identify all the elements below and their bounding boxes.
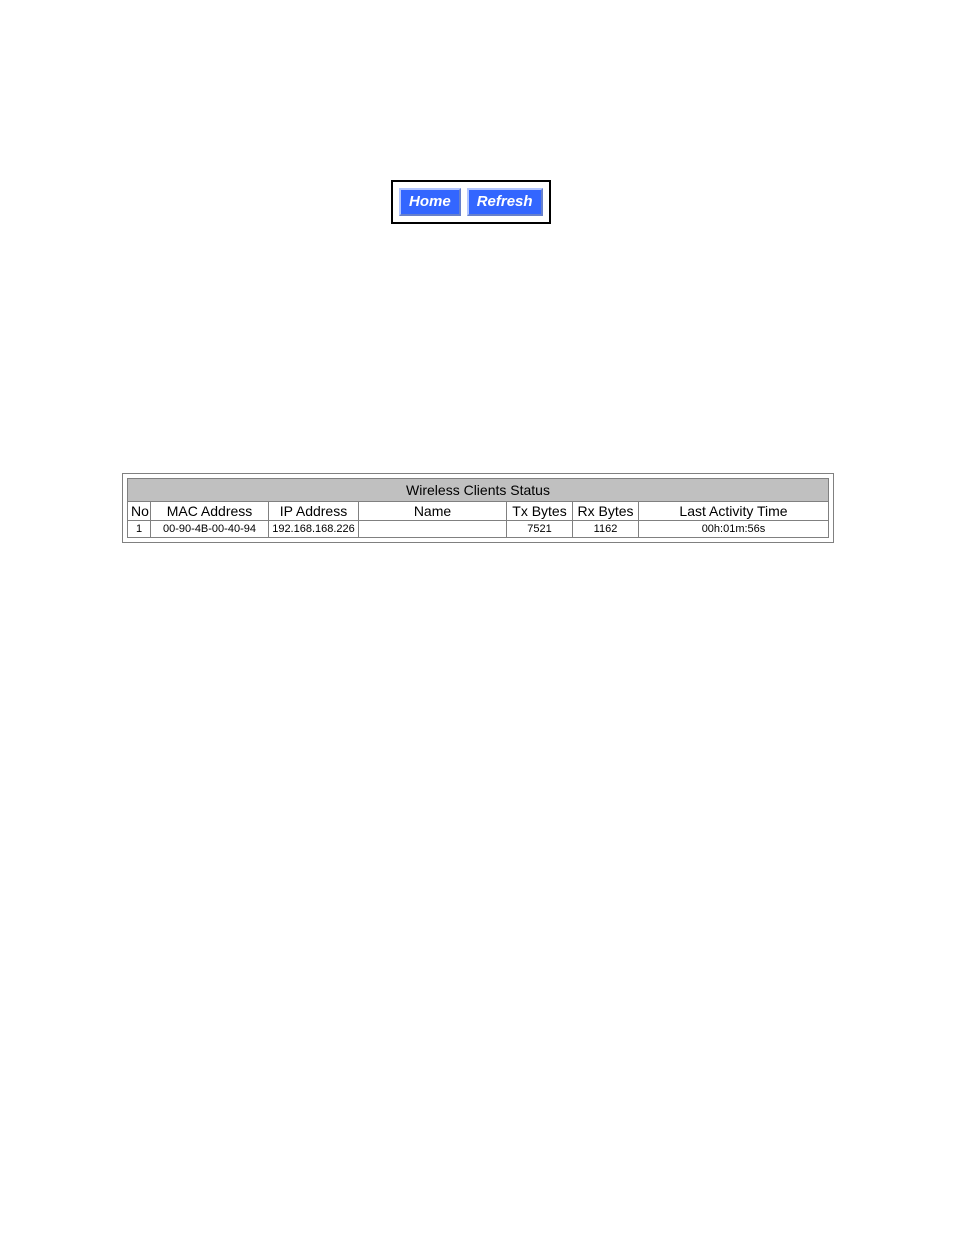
col-header-tx: Tx Bytes	[507, 502, 573, 521]
col-header-time: Last Activity Time	[639, 502, 829, 521]
cell-time: 00h:01m:56s	[639, 521, 829, 538]
col-header-rx: Rx Bytes	[573, 502, 639, 521]
cell-name	[359, 521, 507, 538]
col-header-mac: MAC Address	[151, 502, 269, 521]
home-button[interactable]: Home	[399, 188, 461, 216]
table-title-row: Wireless Clients Status	[128, 479, 829, 502]
table-row: 1 00-90-4B-00-40-94 192.168.168.226 7521…	[128, 521, 829, 538]
refresh-button[interactable]: Refresh	[467, 188, 543, 216]
table-header-row: No. MAC Address IP Address Name Tx Bytes…	[128, 502, 829, 521]
cell-mac: 00-90-4B-00-40-94	[151, 521, 269, 538]
cell-rx: 1162	[573, 521, 639, 538]
wireless-clients-panel: Wireless Clients Status No. MAC Address …	[122, 473, 834, 543]
table-title: Wireless Clients Status	[128, 479, 829, 502]
cell-no: 1	[128, 521, 151, 538]
cell-tx: 7521	[507, 521, 573, 538]
button-panel: Home Refresh	[391, 180, 551, 224]
col-header-ip: IP Address	[269, 502, 359, 521]
col-header-name: Name	[359, 502, 507, 521]
cell-ip: 192.168.168.226	[269, 521, 359, 538]
wireless-clients-table: Wireless Clients Status No. MAC Address …	[127, 478, 829, 538]
col-header-no: No.	[128, 502, 151, 521]
